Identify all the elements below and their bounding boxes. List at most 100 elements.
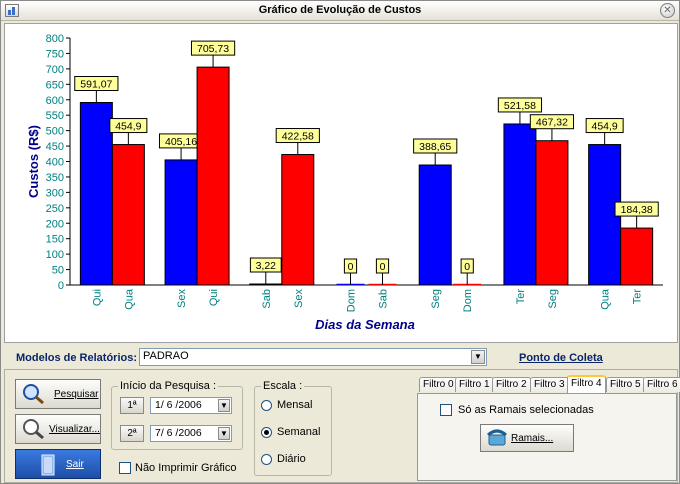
data-label-box — [109, 118, 148, 134]
sair-button[interactable]: Sair — [15, 449, 101, 479]
y-axis-title: Custos (R$) — [26, 125, 41, 198]
semanal-label: Semanal — [277, 426, 321, 438]
radio-diario[interactable] — [261, 454, 272, 465]
y-tick-label: 200 — [46, 218, 64, 230]
dropdown-arrow-icon[interactable]: ▼ — [218, 427, 230, 440]
x-tick-label: Sab — [378, 289, 390, 309]
second-date-value: 7/ 6 /2006 — [155, 427, 202, 439]
chart-panel: 0 50 100 150 200 250 300 350 400 450 500 550 600 650 7… — [4, 23, 678, 343]
x-tick-label: Dom — [346, 289, 358, 312]
data-label: 388,65 — [419, 141, 451, 153]
data-label: 405,16 — [165, 136, 197, 148]
data-label: 454,9 — [592, 121, 618, 133]
so-ramais-label: Só as Ramais selecionadas — [458, 404, 594, 416]
nao-imprimir-checkbox[interactable] — [119, 462, 131, 474]
data-label-box — [74, 76, 119, 92]
second-date-button[interactable]: 2ª — [120, 425, 144, 442]
x-tick-label: Sab — [261, 289, 273, 309]
y-tick-label: 750 — [46, 48, 64, 60]
bar — [79, 102, 113, 286]
data-label: 184,38 — [621, 204, 653, 216]
magnifier-icon — [23, 384, 44, 405]
x-tick-label: Ter — [632, 289, 644, 305]
y-tick-label: 250 — [46, 203, 64, 215]
first-date-picker[interactable]: 1/ 6 /2006 ▼ — [150, 397, 232, 414]
x-tick-label: Seg — [547, 289, 559, 309]
data-label-box — [375, 258, 390, 274]
ponto-coleta-link[interactable]: Ponto de Coleta — [519, 352, 603, 364]
data-label-box — [529, 114, 575, 130]
data-label: 0 — [348, 261, 354, 273]
data-label: 705,73 — [197, 43, 229, 55]
pesquisar-label: Pesquisar — [54, 389, 99, 400]
y-tick-label: 700 — [46, 64, 64, 76]
tab-filtro-2[interactable]: Filtro 2 — [492, 377, 531, 392]
first-date-button[interactable]: 1ª — [120, 397, 144, 414]
inicio-pesquisa-group: Início da Pesquisa : 1ª 1/ 6 /2006 ▼ 2ª … — [111, 380, 243, 450]
tab-filtro-1[interactable]: Filtro 1 — [455, 377, 494, 392]
so-ramais-checkbox[interactable] — [440, 404, 452, 416]
bar — [503, 123, 537, 286]
modelos-select[interactable]: PADRAO ▼ — [139, 348, 487, 366]
bar — [249, 283, 283, 286]
x-tick-label: Sex — [293, 289, 305, 308]
close-button[interactable]: ✕ — [660, 3, 675, 18]
window-title: Gráfico de Evolução de Custos — [258, 4, 422, 16]
x-tick-label: Ter — [515, 289, 527, 305]
x-tick-label: Qui — [91, 289, 103, 306]
y-tick-label: 600 — [46, 95, 64, 107]
data-label-box — [413, 138, 458, 154]
y-tick-label: 550 — [46, 110, 64, 122]
visualizar-button[interactable]: Visualizar... — [15, 414, 101, 444]
bar — [111, 144, 145, 286]
tab-filtro-5[interactable]: Filtro 5 — [606, 377, 645, 392]
diario-label: Diário — [277, 453, 306, 465]
y-tick-label: 500 — [46, 126, 64, 138]
y-tick-label: 50 — [52, 265, 64, 277]
mensal-label: Mensal — [277, 399, 313, 411]
y-tick-label: 450 — [46, 141, 64, 153]
first-date-value: 1/ 6 /2006 — [155, 399, 202, 411]
title-bar: Gráfico de Evolução de Custos ✕ — [1, 1, 679, 21]
sair-label: Sair — [66, 459, 84, 470]
data-label-box — [343, 258, 358, 274]
pesquisar-button[interactable]: Pesquisar — [15, 379, 101, 409]
data-label: 591,07 — [80, 79, 112, 91]
data-label: 3,22 — [256, 260, 277, 272]
data-label-box — [460, 258, 474, 274]
x-tick-label: Seg — [430, 289, 442, 309]
controls-panel: Pesquisar Visualizar... Sair Início da P… — [4, 369, 680, 483]
second-date-picker[interactable]: 7/ 6 /2006 ▼ — [150, 425, 232, 442]
radio-semanal[interactable] — [261, 427, 272, 438]
data-label: 454,9 — [115, 121, 141, 133]
tab-filtro-0[interactable]: Filtro 0 — [419, 377, 458, 392]
data-label-box — [190, 40, 236, 56]
dropdown-arrow-icon[interactable]: ▼ — [471, 350, 485, 364]
tab-filtro-4[interactable]: Filtro 4 — [567, 375, 606, 393]
bar — [620, 227, 654, 286]
tab-filtro-6[interactable]: Filtro 6 — [643, 377, 680, 392]
tab-filtro-3[interactable]: Filtro 3 — [530, 377, 569, 392]
x-tick-label: Qua — [600, 288, 612, 310]
x-axis-title: Dias da Semana — [315, 317, 415, 332]
modelos-label: Modelos de Relatórios: — [16, 352, 138, 364]
bar — [281, 154, 315, 286]
radio-mensal[interactable] — [261, 400, 272, 411]
bar — [164, 159, 198, 286]
bar — [535, 140, 569, 286]
modelos-value: PADRAO — [143, 350, 189, 362]
y-tick-label: 650 — [46, 79, 64, 91]
data-label: 422,58 — [282, 131, 314, 143]
x-tick-label: Dom — [462, 289, 474, 312]
ramais-button[interactable]: Ramais... — [480, 424, 574, 452]
x-tick-label: Sex — [176, 289, 188, 308]
dropdown-arrow-icon[interactable]: ▼ — [218, 399, 230, 412]
inicio-pesquisa-title: Início da Pesquisa : — [118, 380, 219, 392]
data-label-box — [497, 97, 543, 113]
exit-door-icon — [41, 454, 55, 476]
x-tick-label: Qua — [123, 288, 135, 310]
y-tick-label: 100 — [46, 249, 64, 261]
data-label-box — [249, 257, 282, 273]
chart-app-icon — [5, 4, 19, 17]
